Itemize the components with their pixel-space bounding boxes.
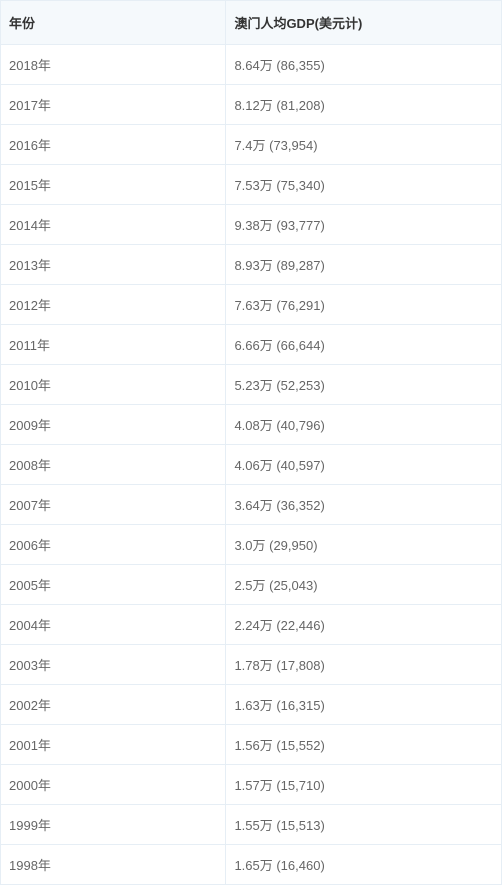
table-row: 2008年4.06万 (40,597) [1, 445, 502, 485]
table-row: 2010年5.23万 (52,253) [1, 365, 502, 405]
cell-year: 2016年 [1, 125, 226, 165]
column-header-year: 年份 [1, 1, 226, 45]
column-header-gdp: 澳门人均GDP(美元计) [226, 1, 502, 45]
cell-year: 2013年 [1, 245, 226, 285]
table-row: 2007年3.64万 (36,352) [1, 485, 502, 525]
table-row: 2017年8.12万 (81,208) [1, 85, 502, 125]
table-row: 2018年8.64万 (86,355) [1, 45, 502, 85]
table-row: 2011年6.66万 (66,644) [1, 325, 502, 365]
cell-gdp: 1.56万 (15,552) [226, 725, 502, 765]
table-row: 2001年1.56万 (15,552) [1, 725, 502, 765]
cell-year: 2011年 [1, 325, 226, 365]
cell-gdp: 5.23万 (52,253) [226, 365, 502, 405]
cell-gdp: 1.78万 (17,808) [226, 645, 502, 685]
cell-year: 2008年 [1, 445, 226, 485]
cell-year: 2005年 [1, 565, 226, 605]
table-row: 2013年8.93万 (89,287) [1, 245, 502, 285]
cell-gdp: 2.24万 (22,446) [226, 605, 502, 645]
cell-gdp: 7.53万 (75,340) [226, 165, 502, 205]
table-row: 2016年7.4万 (73,954) [1, 125, 502, 165]
table-row: 1998年1.65万 (16,460) [1, 845, 502, 885]
cell-year: 2003年 [1, 645, 226, 685]
cell-year: 2006年 [1, 525, 226, 565]
cell-year: 1998年 [1, 845, 226, 885]
table-row: 2002年1.63万 (16,315) [1, 685, 502, 725]
cell-year: 2004年 [1, 605, 226, 645]
table-row: 2005年2.5万 (25,043) [1, 565, 502, 605]
table-row: 2012年7.63万 (76,291) [1, 285, 502, 325]
cell-gdp: 1.63万 (16,315) [226, 685, 502, 725]
cell-gdp: 4.08万 (40,796) [226, 405, 502, 445]
gdp-table: 年份 澳门人均GDP(美元计) 2018年8.64万 (86,355)2017年… [0, 0, 502, 885]
cell-year: 2002年 [1, 685, 226, 725]
cell-year: 2001年 [1, 725, 226, 765]
table-row: 2014年9.38万 (93,777) [1, 205, 502, 245]
cell-gdp: 3.64万 (36,352) [226, 485, 502, 525]
table-row: 2004年2.24万 (22,446) [1, 605, 502, 645]
cell-gdp: 1.57万 (15,710) [226, 765, 502, 805]
cell-gdp: 7.4万 (73,954) [226, 125, 502, 165]
cell-year: 2017年 [1, 85, 226, 125]
table-row: 2009年4.08万 (40,796) [1, 405, 502, 445]
cell-gdp: 3.0万 (29,950) [226, 525, 502, 565]
table-row: 1999年1.55万 (15,513) [1, 805, 502, 845]
table-row: 2006年3.0万 (29,950) [1, 525, 502, 565]
cell-gdp: 1.65万 (16,460) [226, 845, 502, 885]
cell-year: 2015年 [1, 165, 226, 205]
cell-year: 2009年 [1, 405, 226, 445]
cell-gdp: 2.5万 (25,043) [226, 565, 502, 605]
cell-year: 2000年 [1, 765, 226, 805]
cell-year: 2010年 [1, 365, 226, 405]
cell-year: 1999年 [1, 805, 226, 845]
cell-year: 2014年 [1, 205, 226, 245]
cell-gdp: 4.06万 (40,597) [226, 445, 502, 485]
table-body: 2018年8.64万 (86,355)2017年8.12万 (81,208)20… [1, 45, 502, 885]
cell-gdp: 8.64万 (86,355) [226, 45, 502, 85]
cell-gdp: 6.66万 (66,644) [226, 325, 502, 365]
table-row: 2003年1.78万 (17,808) [1, 645, 502, 685]
cell-gdp: 9.38万 (93,777) [226, 205, 502, 245]
cell-gdp: 8.93万 (89,287) [226, 245, 502, 285]
table-row: 2000年1.57万 (15,710) [1, 765, 502, 805]
cell-gdp: 1.55万 (15,513) [226, 805, 502, 845]
cell-year: 2007年 [1, 485, 226, 525]
cell-year: 2018年 [1, 45, 226, 85]
table-header-row: 年份 澳门人均GDP(美元计) [1, 1, 502, 45]
cell-gdp: 8.12万 (81,208) [226, 85, 502, 125]
table-row: 2015年7.53万 (75,340) [1, 165, 502, 205]
cell-gdp: 7.63万 (76,291) [226, 285, 502, 325]
cell-year: 2012年 [1, 285, 226, 325]
